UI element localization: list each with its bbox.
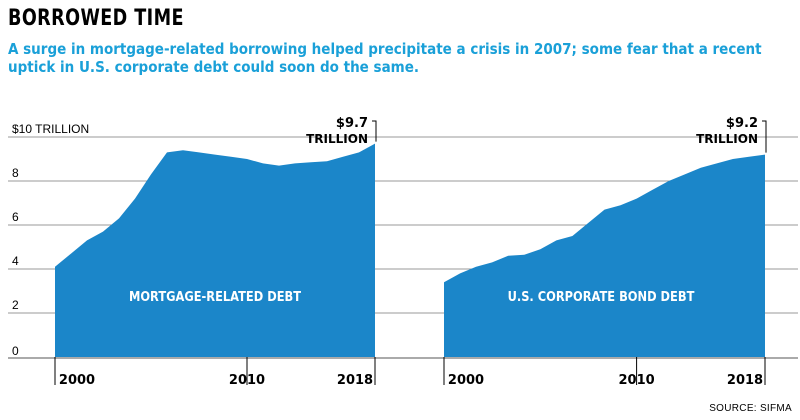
y-tick-label: 8	[12, 166, 19, 180]
x-tick-label: 2018	[727, 373, 763, 388]
series-label: U.S. CORPORATE BOND DEBT	[508, 289, 695, 304]
series-label: MORTGAGE-RELATED DEBT	[129, 289, 302, 304]
x-tick-label: 2000	[448, 373, 484, 388]
annotation-unit: TRILLION	[696, 132, 758, 146]
x-tick-label: 2000	[59, 373, 95, 388]
annotation-value: $9.7	[336, 116, 368, 131]
annotation-unit: TRILLION	[306, 132, 368, 146]
y-tick-label: 4	[12, 254, 19, 268]
x-tick-label: 2018	[337, 373, 373, 388]
annotation-value: $9.2	[726, 116, 758, 131]
chart-subtitle: A surge in mortgage-related borrowing he…	[8, 40, 762, 76]
y-tick-label: 2	[12, 298, 19, 312]
y-tick-label: $10 TRILLION	[12, 122, 89, 136]
y-tick-label: 6	[12, 210, 19, 224]
source-note: SOURCE: SIFMA	[709, 403, 792, 414]
annotation-bracket	[372, 120, 377, 142]
chart-title: BORROWED TIME	[8, 6, 184, 31]
annotation-bracket	[762, 120, 767, 153]
x-tick-label: 2010	[229, 373, 265, 388]
x-tick-label: 2010	[619, 373, 655, 388]
area-series-2	[444, 154, 765, 357]
y-tick-label: 0	[12, 344, 19, 358]
area-series-1	[55, 143, 375, 357]
